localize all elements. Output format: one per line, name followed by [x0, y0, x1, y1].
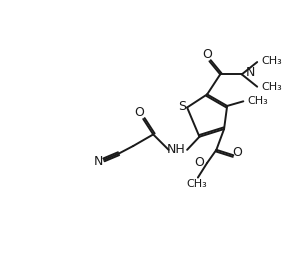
- Text: N: N: [246, 66, 255, 79]
- Text: CH₃: CH₃: [261, 56, 282, 66]
- Text: CH₃: CH₃: [261, 83, 282, 92]
- Text: S: S: [179, 100, 186, 113]
- Text: O: O: [194, 156, 204, 169]
- Text: O: O: [134, 106, 144, 119]
- Text: O: O: [202, 48, 212, 61]
- Text: CH₃: CH₃: [247, 96, 268, 106]
- Text: NH: NH: [167, 143, 186, 156]
- Text: O: O: [232, 146, 242, 160]
- Text: N: N: [94, 155, 103, 168]
- Text: CH₃: CH₃: [186, 180, 207, 189]
